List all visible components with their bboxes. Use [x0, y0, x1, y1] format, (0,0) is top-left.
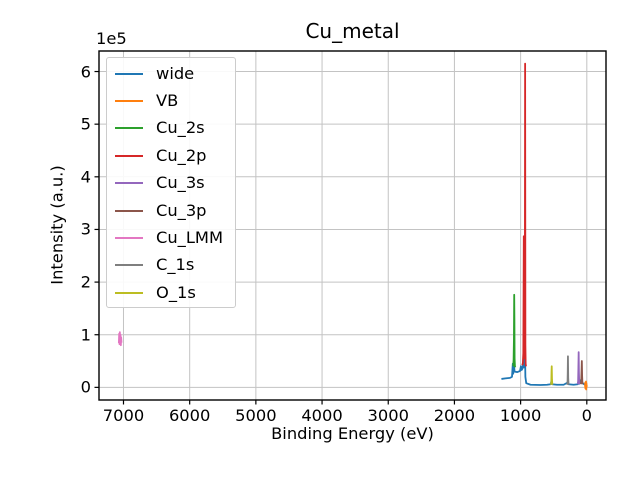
- legend-item-C_1s: C_1s: [107, 252, 235, 279]
- legend-item-Cu_3p: Cu_3p: [107, 197, 235, 224]
- x-axis-label: Binding Energy (eV): [271, 424, 434, 443]
- legend-label: Cu_LMM: [156, 227, 223, 247]
- legend-swatch-wide: [115, 72, 143, 75]
- x-tick-label: 6000: [168, 406, 211, 425]
- chart-title: Cu_metal: [305, 19, 400, 43]
- x-tick-label: 5000: [235, 406, 277, 425]
- y-tick-label: 4: [80, 167, 91, 187]
- legend-item-Cu_2p: Cu_2p: [107, 142, 235, 169]
- legend-box: wide VB Cu_2s Cu_2p Cu_3s Cu_3p Cu_LMM C_1s O_1s: [106, 57, 236, 308]
- x-tick-label: 3000: [367, 406, 409, 425]
- axes-spines: [98, 50, 607, 401]
- series-line-Cu_3p: [580, 360, 584, 385]
- y-tick-label: 3: [80, 219, 91, 239]
- series-line-VB: [584, 380, 588, 391]
- legend-swatch-VB: [115, 100, 143, 103]
- y-axis-offset-text: 1e5: [96, 29, 127, 48]
- legend-label: Cu_3p: [156, 200, 207, 220]
- legend-swatch-Cu_LMM: [115, 237, 143, 240]
- legend-item-O_1s: O_1s: [107, 279, 235, 306]
- legend-swatch-Cu_3p: [115, 209, 143, 212]
- x-tick-label: 4000: [301, 406, 343, 425]
- legend-swatch-Cu_2p: [115, 154, 143, 157]
- legend-label: VB: [156, 90, 179, 110]
- y-tick-label: 0: [80, 377, 91, 397]
- legend-item-VB: VB: [107, 87, 235, 114]
- legend-swatch-C_1s: [115, 264, 143, 267]
- y-tick-label: 2: [80, 272, 91, 292]
- series-line-Cu_LMM: [117, 331, 123, 347]
- legend-item-Cu_LMM: Cu_LMM: [107, 224, 235, 251]
- legend-item-Cu_2s: Cu_2s: [107, 115, 235, 142]
- series-line-Cu_2p: [521, 62, 527, 367]
- series-line-C_1s: [566, 355, 570, 385]
- legend-swatch-Cu_2s: [115, 127, 143, 130]
- legend-label: wide: [156, 63, 195, 83]
- x-tick-label: 7000: [102, 406, 145, 425]
- legend-label: C_1s: [156, 255, 195, 275]
- legend-label: O_1s: [156, 282, 196, 302]
- axis-ticks: [94, 70, 588, 405]
- y-tick-label: 6: [80, 62, 91, 82]
- legend-swatch-O_1s: [115, 291, 143, 294]
- legend-swatch-Cu_3s: [115, 182, 143, 185]
- y-tick-label: 5: [80, 114, 91, 134]
- series-line-Cu_2s: [512, 293, 517, 368]
- legend-item-Cu_3s: Cu_3s: [107, 170, 235, 197]
- x-tick-label: 1000: [499, 406, 542, 425]
- x-tick-label: 2000: [433, 406, 476, 425]
- legend-item-wide: wide: [107, 60, 235, 87]
- legend-label: Cu_2p: [156, 145, 207, 165]
- series-line-O_1s: [550, 365, 554, 385]
- series-line-Cu_3s: [576, 351, 581, 385]
- legend-label: Cu_3s: [156, 173, 205, 193]
- x-tick-label: 0: [581, 406, 592, 425]
- legend-label: Cu_2s: [156, 118, 205, 138]
- data-series-layer: [117, 62, 588, 391]
- y-tick-label: 1: [80, 325, 91, 345]
